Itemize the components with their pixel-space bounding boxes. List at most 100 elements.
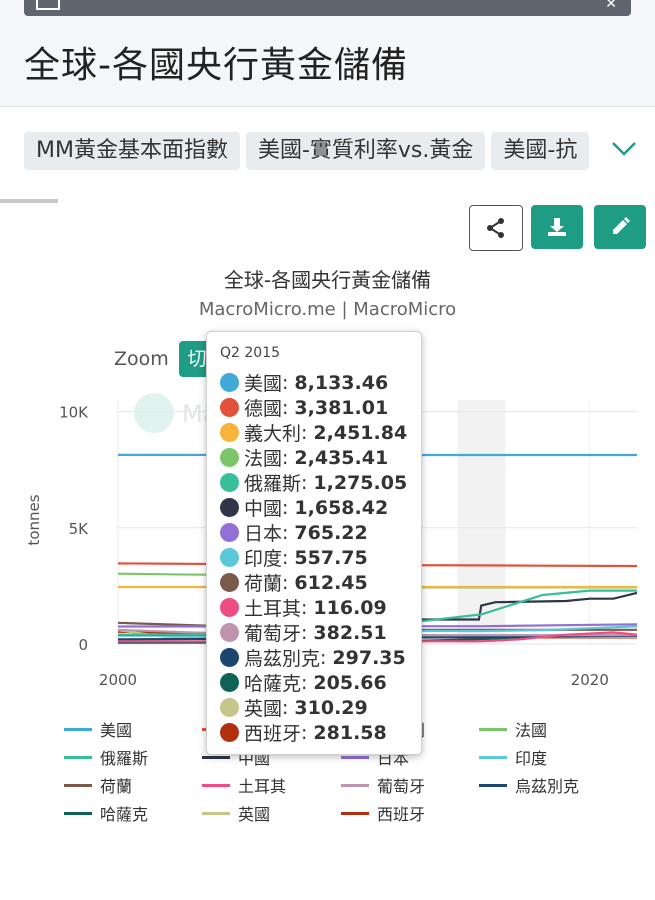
share-button[interactable] — [469, 205, 523, 251]
legend-label: 俄羅斯 — [100, 749, 149, 768]
search-strip[interactable]: ✕ — [24, 0, 631, 16]
tooltip-swatch — [220, 548, 239, 567]
legend-item[interactable]: 西班牙 — [341, 802, 425, 824]
tooltip-series-name: 中國 — [244, 498, 283, 520]
legend-label: 西班牙 — [377, 805, 426, 824]
tooltip-colon: : — [301, 671, 308, 694]
menu-icon[interactable] — [36, 0, 60, 10]
tooltip-swatch — [220, 673, 239, 692]
chart-tooltip: Q2 2015 美國:8,133.46 德國:3,381.01 義大利:2,451.… — [206, 331, 422, 755]
tooltip-swatch — [220, 373, 239, 392]
tooltip-series-value: 2,435.41 — [294, 446, 389, 469]
tooltip-series-name: 哈薩克 — [244, 673, 302, 695]
tooltip-row: 土耳其:116.09 — [220, 595, 387, 620]
legend-item[interactable]: 法國 — [479, 718, 547, 740]
y-tick-label: 0 — [78, 636, 88, 654]
download-button[interactable] — [531, 205, 583, 249]
tooltip-swatch — [220, 398, 239, 417]
legend-swatch — [64, 755, 92, 759]
legend-label: 美國 — [100, 721, 133, 740]
tooltip-row: 葡萄牙:382.51 — [220, 620, 387, 645]
close-icon[interactable]: ✕ — [605, 0, 617, 12]
tooltip-colon: : — [282, 571, 289, 594]
legend-swatch — [341, 783, 369, 787]
legend-item[interactable]: 美國 — [64, 718, 132, 740]
legend-swatch — [341, 811, 369, 815]
tooltip-colon: : — [320, 646, 327, 669]
header-bar: ✕ 全球-各國央行黃金儲備 — [0, 0, 655, 107]
pencil-icon — [613, 217, 630, 234]
tooltip-series-name: 印度 — [244, 548, 283, 570]
tooltip-row: 美國:8,133.46 — [220, 370, 388, 395]
tooltip-row: 烏茲別克:297.35 — [220, 645, 406, 670]
tooltip-colon: : — [301, 421, 308, 444]
page-title: 全球-各國央行黃金儲備 — [24, 45, 408, 86]
tooltip-series-value: 297.35 — [332, 646, 406, 669]
tooltip-row: 義大利:2,451.84 — [220, 420, 407, 445]
tooltip-series-value: 8,133.46 — [294, 371, 389, 394]
legend-label: 荷蘭 — [100, 777, 133, 796]
download-icon — [548, 218, 566, 236]
tooltip-series-name: 德國 — [244, 398, 283, 420]
legend-swatch — [202, 783, 230, 787]
tooltip-series-value: 116.09 — [313, 596, 387, 619]
legend-item[interactable]: 烏茲別克 — [479, 774, 579, 796]
tooltip-swatch — [220, 648, 239, 667]
tooltip-swatch — [220, 623, 239, 642]
tooltip-colon: : — [301, 596, 308, 619]
x-tick-label: 2000 — [99, 671, 137, 689]
tab-us-partial[interactable]: 美國-抗 — [491, 132, 590, 170]
tooltip-swatch — [220, 498, 239, 517]
legend-item[interactable]: 哈薩克 — [64, 802, 148, 824]
tooltip-swatch — [220, 423, 239, 442]
legend-swatch — [341, 755, 369, 759]
tooltip-series-value: 3,381.01 — [294, 396, 389, 419]
tab-mm-gold-index[interactable]: MM黃金基本面指數 — [24, 132, 240, 170]
tooltip-row: 俄羅斯:1,275.05 — [220, 470, 407, 495]
y-tick-label: 5K — [69, 520, 90, 538]
legend-swatch — [64, 783, 92, 787]
tooltip-series-value: 612.45 — [294, 571, 368, 594]
zoom-label: Zoom — [114, 348, 169, 370]
legend-label: 葡萄牙 — [377, 777, 426, 796]
tooltip-date: Q2 2015 — [220, 345, 281, 361]
legend-item[interactable]: 土耳其 — [202, 774, 286, 796]
watermark-logo — [134, 393, 174, 433]
tooltip-series-value: 310.29 — [294, 696, 368, 719]
tooltip-series-name: 日本 — [244, 523, 283, 545]
tab-us-real-rate-vs-gold[interactable]: 美國-實質利率vs.黃金 — [245, 132, 486, 170]
tooltip-colon: : — [282, 371, 289, 394]
tooltip-swatch — [220, 598, 239, 617]
tooltip-series-name: 荷蘭 — [244, 573, 283, 595]
legend-item[interactable]: 印度 — [479, 746, 547, 768]
tooltip-row: 中國:1,658.42 — [220, 495, 388, 520]
edit-button[interactable] — [594, 205, 646, 249]
legend-swatch — [64, 727, 92, 731]
tooltip-swatch — [220, 523, 239, 542]
line-chart[interactable]: 05K10K20002020tonnesMacroMicro — [0, 380, 655, 705]
tooltip-series-value: 1,658.42 — [294, 496, 389, 519]
legend-item[interactable]: 英國 — [202, 802, 270, 824]
legend-swatch — [479, 727, 507, 731]
legend-item[interactable]: 葡萄牙 — [341, 774, 425, 796]
tooltip-series-value: 1,275.05 — [313, 471, 408, 494]
tooltip-colon: : — [282, 546, 289, 569]
tooltip-colon: : — [301, 621, 308, 644]
legend-label: 法國 — [515, 721, 548, 740]
tooltip-colon: : — [301, 721, 308, 744]
tooltip-series-value: 765.22 — [294, 521, 368, 544]
tooltip-colon: : — [282, 696, 289, 719]
legend-item[interactable]: 荷蘭 — [64, 774, 132, 796]
tooltip-row: 德國:3,381.01 — [220, 395, 388, 420]
tooltip-series-name: 美國 — [244, 373, 283, 395]
legend-swatch — [479, 783, 507, 787]
chart-title: 全球-各國央行黃金儲備 — [223, 268, 432, 292]
tooltip-swatch — [220, 723, 239, 742]
chevron-down-icon[interactable] — [611, 138, 637, 163]
tooltip-series-value: 205.66 — [313, 671, 387, 694]
tooltip-series-name: 葡萄牙 — [244, 623, 302, 645]
tooltip-swatch — [220, 573, 239, 592]
tooltip-colon: : — [282, 446, 289, 469]
tooltip-series-name: 英國 — [244, 698, 283, 720]
legend-item[interactable]: 俄羅斯 — [64, 746, 148, 768]
